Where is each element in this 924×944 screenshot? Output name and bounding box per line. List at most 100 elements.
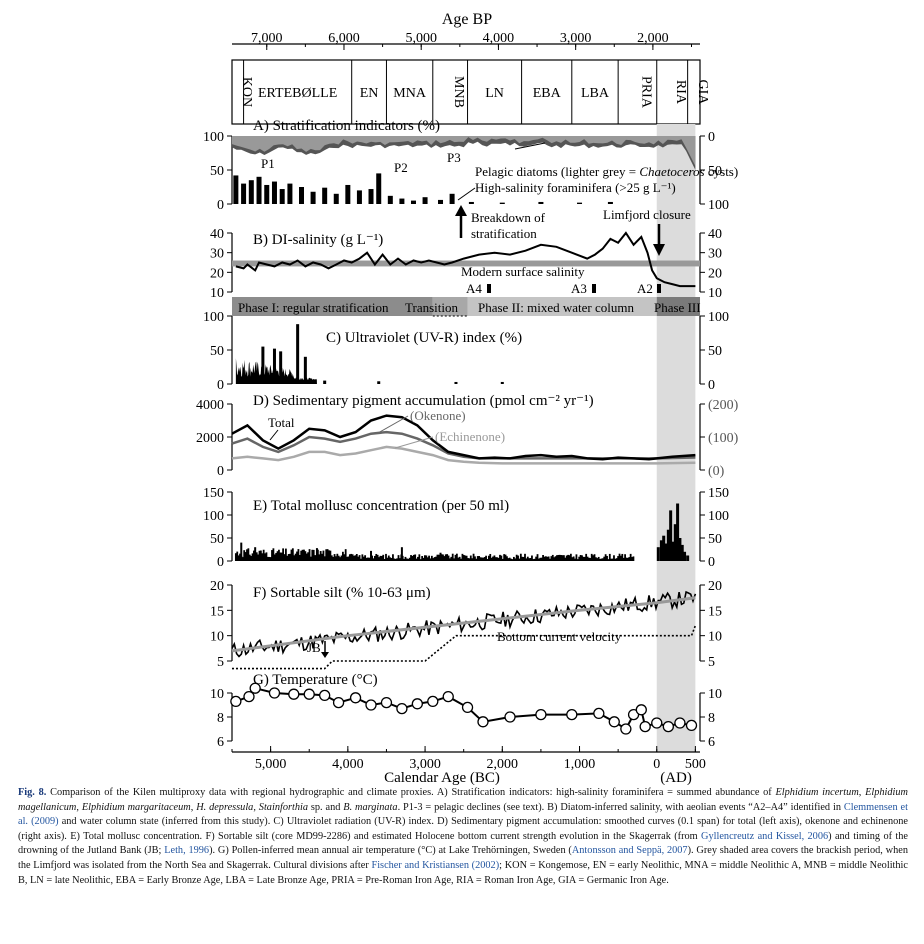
right-tick-label: (0) xyxy=(708,464,725,479)
mollusc-bar xyxy=(344,549,347,561)
top-tick-label: 2,000 xyxy=(637,31,669,46)
mollusc-bar xyxy=(390,557,393,561)
mollusc-bar xyxy=(614,558,617,561)
right-tick-label: 50 xyxy=(708,164,722,179)
p1-label: P1 xyxy=(261,156,275,171)
p2-label: P2 xyxy=(394,160,408,175)
mollusc-bar xyxy=(607,559,610,561)
mollusc-bar xyxy=(298,554,301,561)
a4-marker xyxy=(487,284,491,293)
mollusc-bar xyxy=(581,555,583,561)
left-tick-label: 15 xyxy=(210,604,224,619)
foram-label: High-salinity foraminifera (>25 g L⁻¹) xyxy=(475,180,676,195)
mollusc-bar xyxy=(291,548,294,561)
mollusc-bar xyxy=(308,549,311,561)
mollusc-bar xyxy=(625,557,628,561)
a3-marker xyxy=(592,284,596,293)
mollusc-bar xyxy=(553,557,556,561)
left-tick-label: 20 xyxy=(210,266,224,281)
mollusc-bar xyxy=(621,553,624,561)
ad-label: (AD) xyxy=(660,770,692,785)
mollusc-bar xyxy=(243,550,246,561)
mollusc-bar xyxy=(494,557,497,561)
mollusc-bar xyxy=(666,529,670,561)
temperature-point xyxy=(662,720,674,733)
mollusc-bar xyxy=(348,554,351,561)
multiproxy-figure: Age BP 7,000 6,000 5,000 4,000 3,000 2,000 KON… xyxy=(196,11,739,785)
mollusc-bar xyxy=(415,558,418,561)
diatom-label: Pelagic diatoms (lighter grey = Chaetoce… xyxy=(475,164,738,179)
left-tick-label: 40 xyxy=(210,227,224,242)
mollusc-bar xyxy=(255,552,258,561)
mollusc-bar xyxy=(253,550,255,561)
mollusc-bar xyxy=(626,557,629,561)
mollusc-bar xyxy=(572,556,575,561)
uv-spike xyxy=(377,381,381,384)
mollusc-bar xyxy=(533,558,536,561)
panel-f-title: F) Sortable silt (% 10-63 μm) xyxy=(253,585,431,601)
mollusc-bar xyxy=(618,553,621,561)
mollusc-bar xyxy=(560,555,563,561)
mollusc-bar xyxy=(428,555,430,561)
mollusc-bar xyxy=(392,554,394,561)
mollusc-bar xyxy=(486,559,489,561)
mollusc-bar xyxy=(476,556,479,561)
foraminifera-bar xyxy=(271,181,277,204)
mollusc-bar xyxy=(446,554,449,561)
left-tick-label: 2000 xyxy=(196,431,224,446)
mollusc-bar xyxy=(239,553,241,561)
mollusc-bar xyxy=(296,551,298,561)
brackish-shading xyxy=(656,124,696,752)
mollusc-bar xyxy=(606,555,608,561)
mollusc-bar xyxy=(364,555,367,561)
mollusc-bar xyxy=(455,553,458,561)
mollusc-bar xyxy=(305,553,308,561)
mollusc-bar xyxy=(454,554,457,561)
right-tick-label: 5 xyxy=(708,655,715,670)
total-pointer xyxy=(269,429,279,441)
mollusc-bar xyxy=(254,547,257,561)
mollusc-bar xyxy=(383,558,386,561)
mollusc-bar xyxy=(265,552,268,561)
mollusc-bar xyxy=(290,549,293,561)
mollusc-bar xyxy=(489,553,492,561)
mollusc-bar xyxy=(282,548,285,561)
mollusc-bar xyxy=(569,553,572,561)
mollusc-bar xyxy=(266,556,269,561)
mollusc-bar xyxy=(546,556,549,561)
a3-label: A3 xyxy=(571,281,587,296)
mollusc-bar xyxy=(310,556,312,561)
period-label: MNB xyxy=(451,76,466,108)
mollusc-bar xyxy=(268,556,271,561)
mollusc-bar xyxy=(632,556,635,561)
mollusc-bar xyxy=(483,557,486,561)
mollusc-bar xyxy=(622,557,625,561)
foraminifera-bar xyxy=(538,201,544,204)
foraminifera-bar xyxy=(376,173,382,204)
mollusc-bar xyxy=(325,549,328,561)
mollusc-bar xyxy=(676,503,680,561)
breakdown-arrow-head xyxy=(455,205,467,216)
mollusc-bar xyxy=(507,558,510,561)
right-tick-label: 0 xyxy=(708,378,715,393)
mollusc-bar xyxy=(585,553,588,561)
mollusc-bar xyxy=(510,558,513,561)
temperature-point xyxy=(243,690,255,703)
mollusc-bar xyxy=(354,555,357,561)
echinenone-label: (Echinenone) xyxy=(435,429,505,444)
temperature-point xyxy=(319,689,331,702)
mollusc-bar xyxy=(496,557,499,561)
period-label: PRIA xyxy=(638,76,653,109)
bottom-tick-label: 4,000 xyxy=(332,757,364,772)
mollusc-bar xyxy=(276,551,279,561)
mollusc-bar xyxy=(417,556,419,561)
foraminifera-bar xyxy=(422,197,428,204)
foraminifera-bar xyxy=(449,193,455,204)
mollusc-bar xyxy=(519,553,522,561)
foraminifera-bar xyxy=(279,189,285,204)
mollusc-bar xyxy=(603,556,606,561)
panel-b-title: B) DI-salinity (g L⁻¹) xyxy=(253,232,383,248)
mollusc-bar xyxy=(293,555,296,561)
mollusc-bar xyxy=(362,556,365,561)
period-label: LN xyxy=(485,86,504,101)
